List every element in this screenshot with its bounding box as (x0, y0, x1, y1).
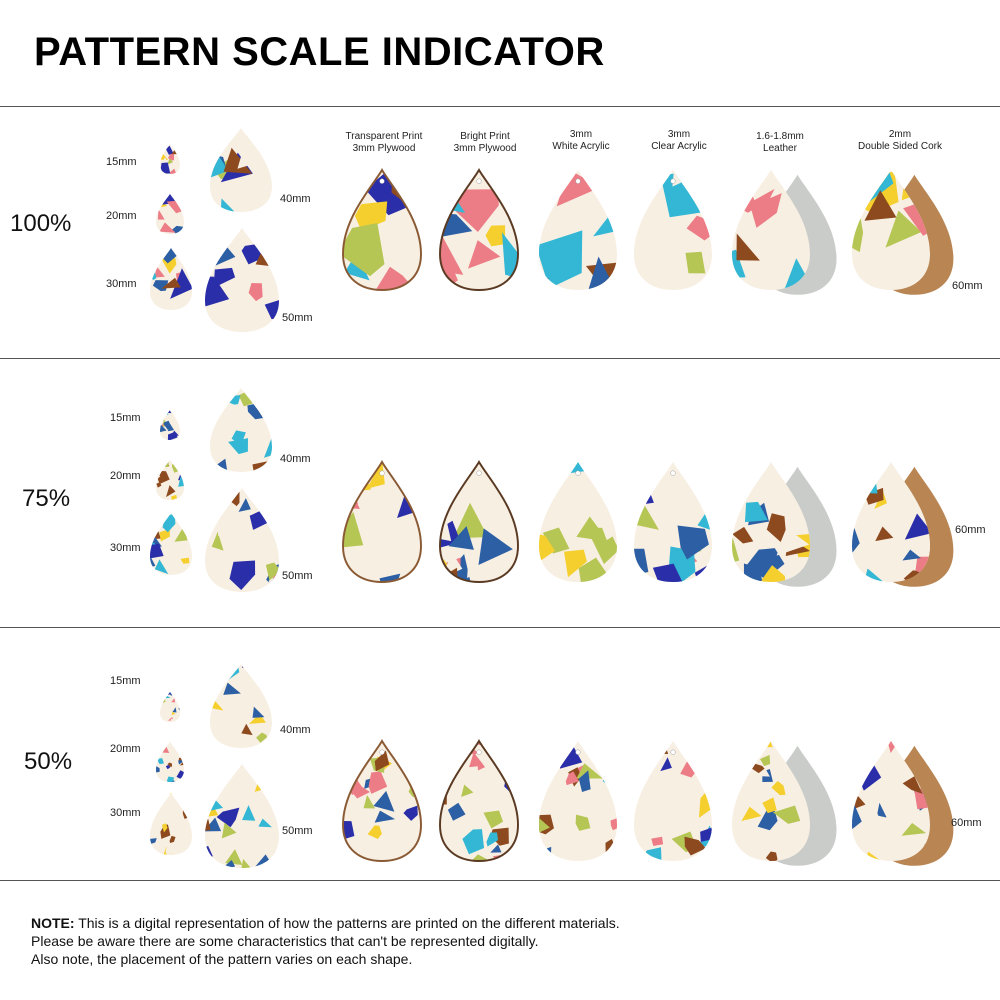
size-label-40mm: 40mm (280, 453, 311, 465)
material-sample-cork (852, 741, 954, 866)
size-sample-15mm (160, 144, 180, 174)
size-sample-20mm (156, 742, 184, 782)
material-sample-bright-plywood (439, 739, 519, 863)
size-label-40mm: 40mm (280, 724, 311, 736)
size-label-50mm: 50mm (282, 825, 313, 837)
material-sample-bright-plywood (439, 168, 519, 292)
scale-label: 50% (24, 748, 73, 775)
size-label-large: 60mm (951, 817, 982, 829)
note-line-3: Also note, the placement of the pattern … (31, 951, 413, 967)
material-sample-transparent-plywood (342, 739, 422, 863)
size-sample-50mm (205, 488, 279, 592)
size-sample-30mm (150, 248, 192, 310)
size-label-30mm: 30mm (110, 542, 141, 554)
material-sample-cork (852, 462, 954, 587)
note-label: NOTE: (31, 915, 75, 931)
size-sample-30mm (150, 512, 192, 575)
size-sample-20mm (156, 194, 184, 234)
size-sample-15mm (160, 410, 180, 441)
material-sample-transparent-plywood (342, 168, 422, 292)
material-sample-white-acrylic (539, 462, 617, 582)
material-sample-white-acrylic (539, 170, 617, 290)
material-label-cork: 2mm Double Sided Cork (858, 129, 942, 152)
size-label-large: 60mm (952, 280, 983, 292)
scale-label: 100% (10, 210, 72, 237)
size-sample-15mm (160, 692, 180, 722)
size-label-15mm: 15mm (110, 675, 141, 687)
material-sample-transparent-plywood (342, 460, 422, 584)
material-sample-leather (732, 741, 837, 866)
material-label-white-acrylic: 3mm White Acrylic (552, 129, 610, 152)
material-sample-bright-plywood (439, 460, 519, 584)
size-label-50mm: 50mm (282, 570, 313, 582)
size-label-30mm: 30mm (110, 807, 141, 819)
material-sample-clear-acrylic (634, 741, 712, 861)
size-sample-40mm (210, 388, 272, 472)
note-block: NOTE: This is a digital representation o… (31, 914, 971, 968)
size-sample-20mm (156, 460, 184, 501)
material-label-clear-acrylic: 3mm Clear Acrylic (651, 129, 707, 152)
size-label-30mm: 30mm (106, 278, 137, 290)
note-line-1: This is a digital representation of how … (74, 915, 620, 931)
size-label-20mm: 20mm (110, 470, 141, 482)
material-label-transparent-plywood: Transparent Print 3mm Plywood (345, 131, 423, 154)
material-sample-cork (852, 170, 954, 295)
material-label-bright-plywood: Bright Print 3mm Plywood (453, 131, 517, 154)
divider-bottom (0, 880, 1000, 881)
size-label-20mm: 20mm (110, 743, 141, 755)
size-sample-50mm (205, 764, 279, 868)
material-sample-clear-acrylic (634, 170, 712, 290)
material-sample-leather (732, 462, 837, 587)
divider-section-2 (0, 627, 1000, 628)
size-label-20mm: 20mm (106, 210, 137, 222)
material-sample-white-acrylic (539, 741, 617, 861)
material-sample-clear-acrylic (634, 462, 712, 582)
size-sample-40mm (210, 128, 272, 212)
size-sample-50mm (205, 228, 279, 332)
divider-top (0, 106, 1000, 107)
divider-section-1 (0, 358, 1000, 359)
size-label-50mm: 50mm (282, 312, 313, 324)
note-line-2: Please be aware there are some character… (31, 933, 539, 949)
page-title: PATTERN SCALE INDICATOR (34, 30, 605, 74)
size-label-15mm: 15mm (110, 412, 141, 424)
size-sample-30mm (150, 793, 192, 855)
size-label-40mm: 40mm (280, 193, 311, 205)
size-sample-40mm (210, 664, 272, 748)
scale-label: 75% (22, 485, 71, 512)
material-label-leather: 1.6-1.8mm Leather (756, 131, 804, 154)
size-label-large: 60mm (955, 524, 986, 536)
material-sample-leather (732, 170, 837, 295)
size-label-15mm: 15mm (106, 156, 137, 168)
